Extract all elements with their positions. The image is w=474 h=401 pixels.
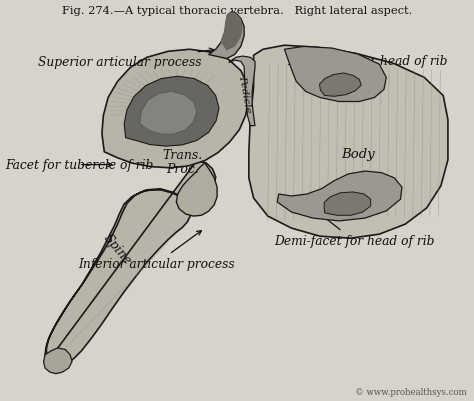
- Text: Facet for tubercle of rib: Facet for tubercle of rib: [5, 159, 153, 172]
- Text: Spine: Spine: [101, 231, 134, 267]
- Text: Demi-facet for head of rib: Demi-facet for head of rib: [274, 205, 435, 247]
- Polygon shape: [209, 13, 244, 59]
- Text: Fig. 274.—A typical thoracic vertebra.   Right lateral aspect.: Fig. 274.—A typical thoracic vertebra. R…: [62, 6, 412, 16]
- Polygon shape: [284, 47, 386, 102]
- Polygon shape: [44, 348, 72, 374]
- Polygon shape: [124, 77, 219, 147]
- Polygon shape: [176, 164, 217, 217]
- Polygon shape: [140, 92, 197, 135]
- Polygon shape: [319, 74, 361, 97]
- Polygon shape: [102, 50, 249, 168]
- Text: Superior articular process: Superior articular process: [38, 49, 214, 69]
- Polygon shape: [277, 172, 402, 221]
- Polygon shape: [220, 13, 243, 51]
- Text: © www.prohealthsys.com: © www.prohealthsys.com: [355, 387, 467, 396]
- Text: Trans.
Proc.: Trans. Proc.: [163, 149, 202, 176]
- Text: Inferior articular process: Inferior articular process: [78, 231, 235, 270]
- Text: Pedicle: Pedicle: [237, 75, 252, 113]
- Text: Body: Body: [341, 148, 375, 161]
- Polygon shape: [249, 46, 448, 239]
- Polygon shape: [45, 161, 216, 367]
- Polygon shape: [324, 192, 371, 216]
- Polygon shape: [229, 57, 255, 126]
- Text: Demi-facet for head of rib: Demi-facet for head of rib: [287, 55, 447, 88]
